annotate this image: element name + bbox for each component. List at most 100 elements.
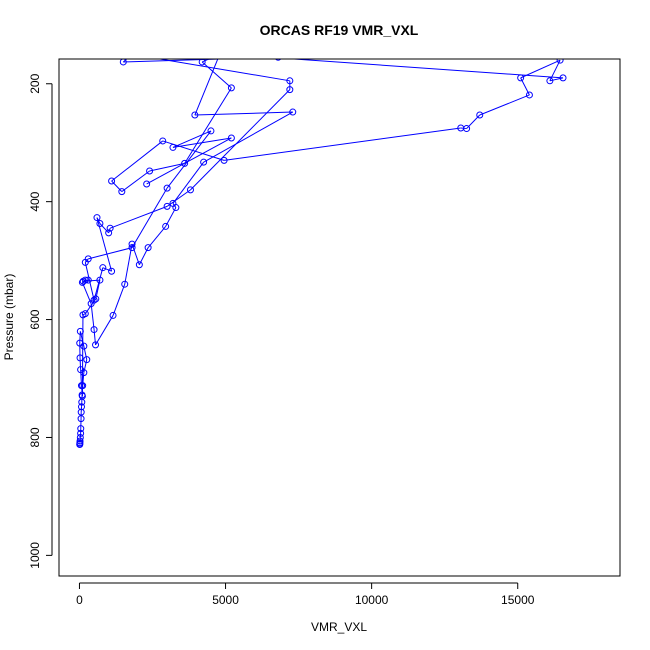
data-point (92, 341, 100, 349)
data-point (90, 326, 98, 334)
data-point (207, 127, 215, 135)
series-segment (172, 161, 205, 204)
data-point (198, 59, 206, 66)
data-point (286, 77, 294, 85)
series-segment (131, 243, 140, 265)
series-segment (122, 59, 128, 63)
data-point (143, 180, 151, 188)
x-tick-label: 10000 (355, 593, 389, 607)
data-point (129, 51, 135, 57)
chart-title: ORCAS RF19 VMR_VXL (260, 22, 419, 38)
data-point (118, 188, 126, 196)
data-point (169, 199, 177, 207)
data-point (559, 74, 567, 82)
x-axis-label: VMR_VXL (311, 620, 367, 634)
y-axis-label: Pressure (mbar) (2, 274, 16, 361)
series-segment (121, 170, 150, 193)
data-point (227, 134, 235, 142)
series-segment (108, 228, 111, 234)
series-segment (166, 130, 212, 189)
series-segment (224, 127, 461, 161)
series-segment (194, 59, 219, 116)
series-segment (99, 223, 110, 234)
series-segment (81, 282, 92, 304)
data-point (217, 51, 223, 57)
data-point (169, 143, 177, 151)
data-point (275, 59, 282, 61)
data-point (128, 240, 136, 248)
data-point (76, 433, 84, 441)
data-point (144, 244, 152, 252)
series-segment (111, 180, 123, 192)
series-segment (88, 247, 133, 260)
data-point (76, 354, 84, 362)
data-point (84, 255, 92, 263)
series-segment (84, 262, 95, 301)
series-segment (166, 189, 191, 207)
data-point (109, 311, 117, 319)
data-point (96, 276, 104, 284)
data-point (99, 264, 107, 272)
series-segment (82, 313, 86, 316)
y-axis: 200 400 600 800 1000 (28, 73, 53, 569)
series-segment (83, 359, 88, 373)
data-point (227, 84, 235, 92)
series-segment (227, 54, 278, 57)
series-segment (84, 258, 89, 263)
data-point (181, 159, 189, 167)
data-point (121, 280, 129, 288)
data-point (556, 59, 564, 64)
series-segment (190, 89, 291, 191)
y-tick-label: 800 (28, 427, 42, 447)
data-point (476, 111, 484, 119)
data-point (200, 158, 208, 166)
data-point (83, 356, 91, 364)
series-segment (95, 315, 114, 346)
series-segment (194, 111, 293, 116)
series-segment (111, 140, 164, 182)
series-segment (172, 130, 212, 148)
data-point (163, 202, 171, 210)
data-point (186, 186, 194, 194)
series-segment (112, 284, 126, 316)
y-tick-label: 200 (28, 73, 42, 93)
series-segment (83, 345, 88, 360)
data-point (525, 91, 533, 99)
data-point (463, 125, 471, 133)
series-segment (149, 162, 185, 172)
x-tick-label: 15000 (501, 593, 535, 607)
y-tick-label: 400 (28, 191, 42, 211)
series-segment (147, 226, 167, 248)
data-point (286, 86, 294, 94)
series-segment (79, 357, 82, 370)
series-segment (131, 187, 168, 248)
series-segment (203, 111, 293, 163)
data-point (546, 77, 554, 85)
plot-area (76, 51, 567, 449)
data-point (77, 382, 85, 390)
data-point (162, 222, 170, 230)
series-segment (172, 203, 177, 208)
data-point (96, 219, 104, 227)
data-point (146, 167, 154, 175)
series-segment (109, 205, 168, 229)
x-axis: 0 5000 10000 15000 (76, 582, 535, 607)
series-segment (172, 137, 232, 148)
data-point (78, 392, 86, 400)
series-segment (165, 207, 177, 227)
data-point (224, 51, 230, 57)
data-point (191, 111, 199, 119)
series-segment (479, 94, 530, 116)
data-point (106, 224, 114, 232)
y-tick-label: 600 (28, 309, 42, 329)
data-point (77, 429, 85, 437)
x-tick-label: 5000 (212, 593, 239, 607)
series-segment (102, 267, 112, 272)
data-point (81, 310, 89, 318)
series-segment (157, 59, 290, 82)
data-point (119, 59, 127, 66)
data-point (77, 366, 85, 374)
data-point (108, 267, 116, 275)
data-point (76, 327, 84, 335)
